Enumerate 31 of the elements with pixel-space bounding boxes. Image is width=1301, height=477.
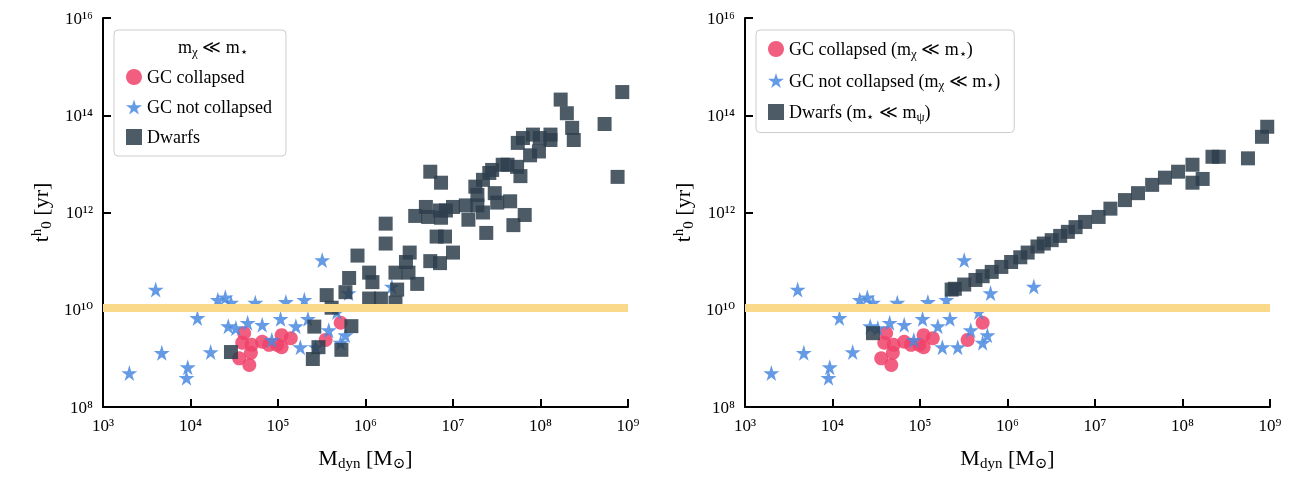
y-tick-label: 10¹⁶ [706, 8, 736, 28]
x-tick-label: 10⁴ [179, 416, 203, 435]
legend-label: Dwarfs [147, 127, 200, 147]
x-tick-label: 10⁵ [266, 416, 290, 435]
x-tick-label: 10³ [733, 416, 757, 435]
y-tick-label: 10⁸ [712, 397, 736, 417]
x-tick-label: 10⁷ [441, 416, 465, 435]
y-tick-label: 10¹⁰ [64, 300, 94, 320]
x-axis-title: Mdyn [M⊙] [318, 445, 413, 471]
x-axis-title: Mdyn [M⊙] [960, 445, 1055, 471]
y-tick-label: 10¹⁴ [64, 105, 94, 125]
y-tick-label: 10¹² [65, 203, 93, 222]
x-tick-label: 10⁹ [616, 416, 640, 435]
y-tick-label: 10¹² [707, 203, 735, 222]
y-tick-label: 10¹⁰ [706, 300, 736, 320]
legend-label: GC not collapsed [147, 97, 272, 117]
y-tick-label: 10¹⁴ [706, 105, 736, 125]
y-tick-label: 10⁸ [70, 397, 94, 417]
y-axis-title: th0 [yr] [27, 182, 54, 243]
legend-label: GC collapsed [147, 67, 245, 87]
x-tick-label: 10⁸ [1171, 416, 1195, 435]
x-tick-label: 10⁸ [529, 416, 553, 435]
y-axis-title: th0 [yr] [669, 182, 696, 243]
x-tick-label: 10⁴ [821, 416, 845, 435]
y-tick-label: 10¹⁶ [64, 8, 94, 28]
x-tick-label: 10³ [91, 416, 115, 435]
x-tick-label: 10⁹ [1258, 416, 1282, 435]
x-tick-label: 10⁶ [354, 416, 378, 435]
x-tick-label: 10⁵ [908, 416, 932, 435]
x-tick-label: 10⁷ [1083, 416, 1107, 435]
x-tick-label: 10⁶ [996, 416, 1020, 435]
